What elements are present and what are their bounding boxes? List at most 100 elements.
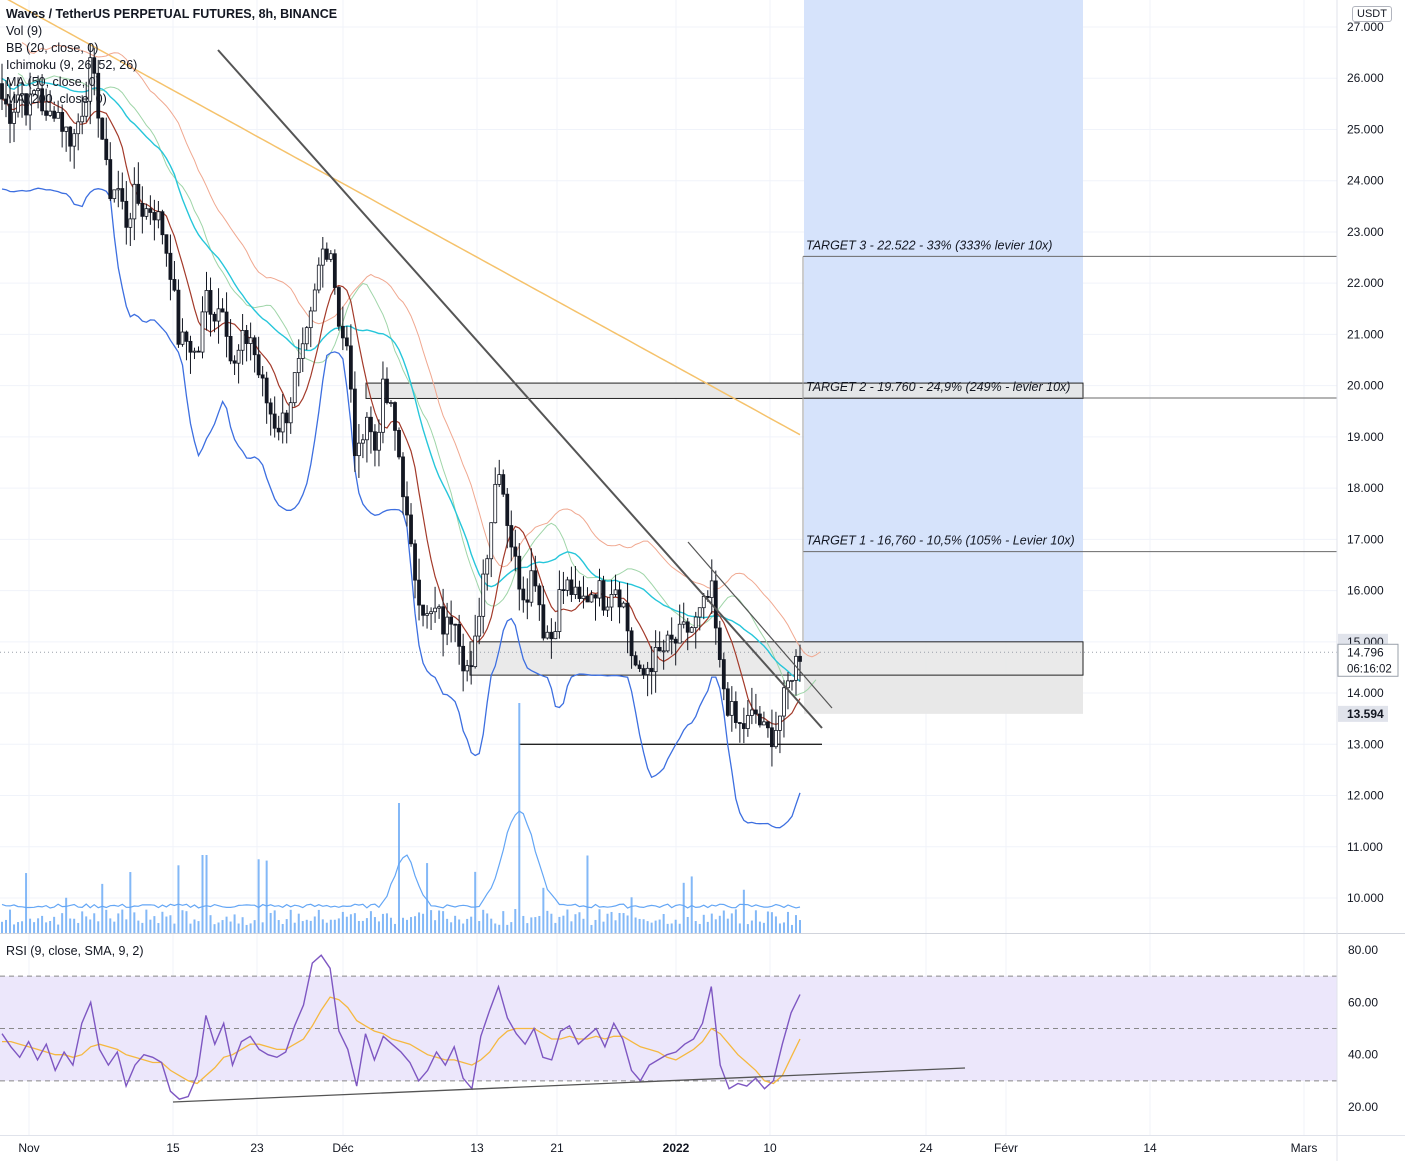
volume-bar [430,910,433,933]
currency-badge[interactable]: USDT [1352,6,1392,22]
legend-bollinger[interactable]: BB (20, close, 0) [6,41,99,55]
candle-body [569,579,574,595]
volume-bar [790,924,793,933]
candle-body [449,616,454,625]
candle-body [20,93,24,96]
candle-body [116,188,121,191]
volume-bar [778,923,781,933]
candle-body [609,594,614,608]
volume-bar [305,919,308,933]
candle-body [48,110,53,116]
rsi-legend[interactable]: RSI (9, close, SMA, 9, 2) [6,944,144,958]
candle-body [605,606,610,611]
candle-body [521,588,526,601]
candle-body [553,631,558,640]
volume-bar [357,920,360,933]
volume-bar [750,920,753,933]
legend-ma50[interactable]: MA (50, close, 0) [6,75,100,89]
volume-bar [41,915,44,933]
chart-title[interactable]: Waves / TetherUS PERPETUAL FUTURES, 8h, … [6,7,338,21]
volume-bar [109,918,112,933]
price-tick-label: 11.000 [1347,840,1383,854]
volume-bar [37,918,40,933]
price-tick-label: 24.000 [1347,174,1384,188]
candle-body [240,330,245,351]
candle-body [445,616,450,635]
candle-body [665,634,670,652]
time-tick-label: Févr [994,1141,1018,1155]
volume-bar [5,919,8,933]
candle-body [437,606,441,609]
volume-bar [9,909,12,933]
level-low-label: 13.594 [1347,707,1384,721]
ma50-line [1,77,801,682]
volume-bar [594,919,597,933]
volume-bar [253,920,256,933]
candle-body [453,623,458,626]
candle-body [32,90,36,95]
legend-volume[interactable]: Vol (9) [6,24,43,38]
candle-body [377,431,381,451]
volume-bar [113,921,116,933]
candle-body [525,599,530,603]
candle-body [260,374,265,379]
volume-bar [21,921,24,933]
candle-body [180,331,185,345]
volume-bar [406,919,409,933]
candle-body [324,248,329,260]
candle-body [152,212,157,221]
volume-bar [474,871,477,933]
volume-bar [574,914,577,933]
volume-bar [530,917,533,933]
volume-bar [742,889,745,933]
candle-body [798,655,802,662]
volume-bar [13,924,16,933]
candle-body [741,723,746,729]
volume-bar [494,923,497,933]
candle-body [128,218,133,228]
volume-bar [229,921,232,933]
candle-body [645,667,650,676]
volume-bar [129,872,132,933]
volume-bar [373,917,376,933]
candle-body [192,350,197,353]
candle-body [633,655,638,666]
legend-ma200[interactable]: MA (200, close, 0) [6,92,107,106]
candle-body [176,289,181,345]
candle-body [96,72,101,119]
candle-body [352,388,357,457]
volume-bar [297,913,300,933]
candle-body [481,573,486,617]
volume-bar [81,911,84,933]
volume-bar [381,913,384,933]
volume-bar [1,921,3,933]
time-tick-label: Mars [1291,1141,1318,1155]
candle-body [348,345,353,390]
volume-bar [385,913,388,933]
candle-body [493,483,498,524]
volume-bar [682,882,685,933]
candle-body [421,604,425,616]
candle-body [316,264,321,291]
volume-bar [249,923,252,933]
volume-bar [273,910,276,933]
volume-bar [602,921,605,933]
candle-body [653,646,658,673]
volume-bar [33,922,36,933]
candle-body [673,638,678,644]
candle-body [461,645,466,672]
candle-body [669,634,674,640]
time-tick-label: Nov [18,1141,39,1155]
candle-body [280,412,285,433]
candle-body [272,413,277,429]
candle-body [661,650,666,653]
candle-body [766,721,770,729]
candle-body [40,88,45,112]
candle-body [477,615,482,637]
legend-ichimoku[interactable]: Ichimoku (9, 26, 52, 26) [6,58,138,72]
candle-body [44,110,49,116]
target-zone-rect [804,0,1083,642]
price-tick-label: 19.000 [1347,430,1384,444]
candle-body [529,570,534,603]
